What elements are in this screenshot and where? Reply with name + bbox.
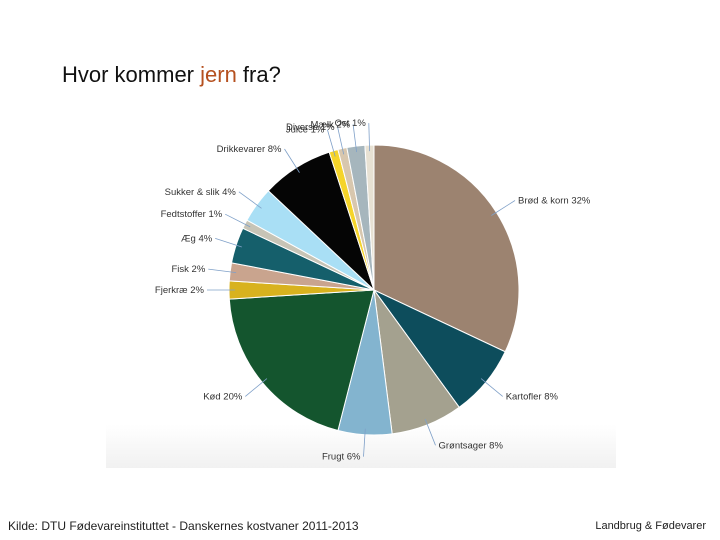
- leader-line: [424, 419, 436, 446]
- slice-label: Diverse 1%: [286, 122, 335, 133]
- leader-line: [337, 126, 345, 155]
- leader-line: [368, 123, 370, 152]
- leader-line: [284, 148, 300, 173]
- slide-title: Hvor kommer jern fra?: [62, 62, 281, 88]
- leader-line: [352, 124, 357, 153]
- slice-label: Kartofler 8%: [506, 391, 559, 402]
- leader-line: [245, 378, 268, 397]
- slice-label: Kød 20%: [203, 391, 243, 402]
- slice-label: Grøntsager 8%: [439, 440, 504, 451]
- leader-line: [238, 191, 262, 209]
- leader-line: [208, 268, 237, 273]
- pie-chart: Brød & korn 32% Kartofler 8% Grøntsager 8%…: [155, 118, 591, 463]
- leader-line: [215, 238, 242, 248]
- source-citation: Kilde: DTU Fødevareinstituttet - Dansker…: [8, 519, 359, 533]
- leader-line: [480, 378, 503, 397]
- slice-label: Frugt 6%: [322, 452, 361, 463]
- slice-label: Fjerkræ 2%: [155, 285, 205, 296]
- title-text-start: Hvor kommer: [62, 62, 201, 87]
- slice-label: Æg 4%: [181, 233, 213, 244]
- slice-label: Sukker & slik 4%: [165, 187, 237, 198]
- slice-label: Brød & korn 32%: [518, 196, 591, 207]
- leader-line: [327, 129, 336, 157]
- slice-label: Fisk 2%: [172, 264, 206, 275]
- brand-name: Landbrug & Fødevarer: [595, 520, 706, 532]
- slice-label: Drikkevarer 8%: [217, 144, 282, 155]
- pie-slice-labels: Brød & korn 32% Kartofler 8% Grøntsager 8%…: [155, 118, 591, 463]
- leader-line: [225, 213, 251, 228]
- slice-label: Fedtstoffer 1%: [161, 209, 223, 220]
- slice-label: Mælk 2%: [311, 119, 351, 130]
- slice-label: Ost 1%: [335, 118, 367, 129]
- label-leader-lines: [207, 123, 516, 457]
- title-accent-word: jern: [200, 62, 237, 87]
- title-text-end: fra?: [236, 62, 281, 87]
- slice-label: Juice 1%: [286, 125, 325, 136]
- pie-slices: [228, 144, 520, 436]
- leader-line: [491, 200, 516, 216]
- leader-line: [363, 428, 366, 457]
